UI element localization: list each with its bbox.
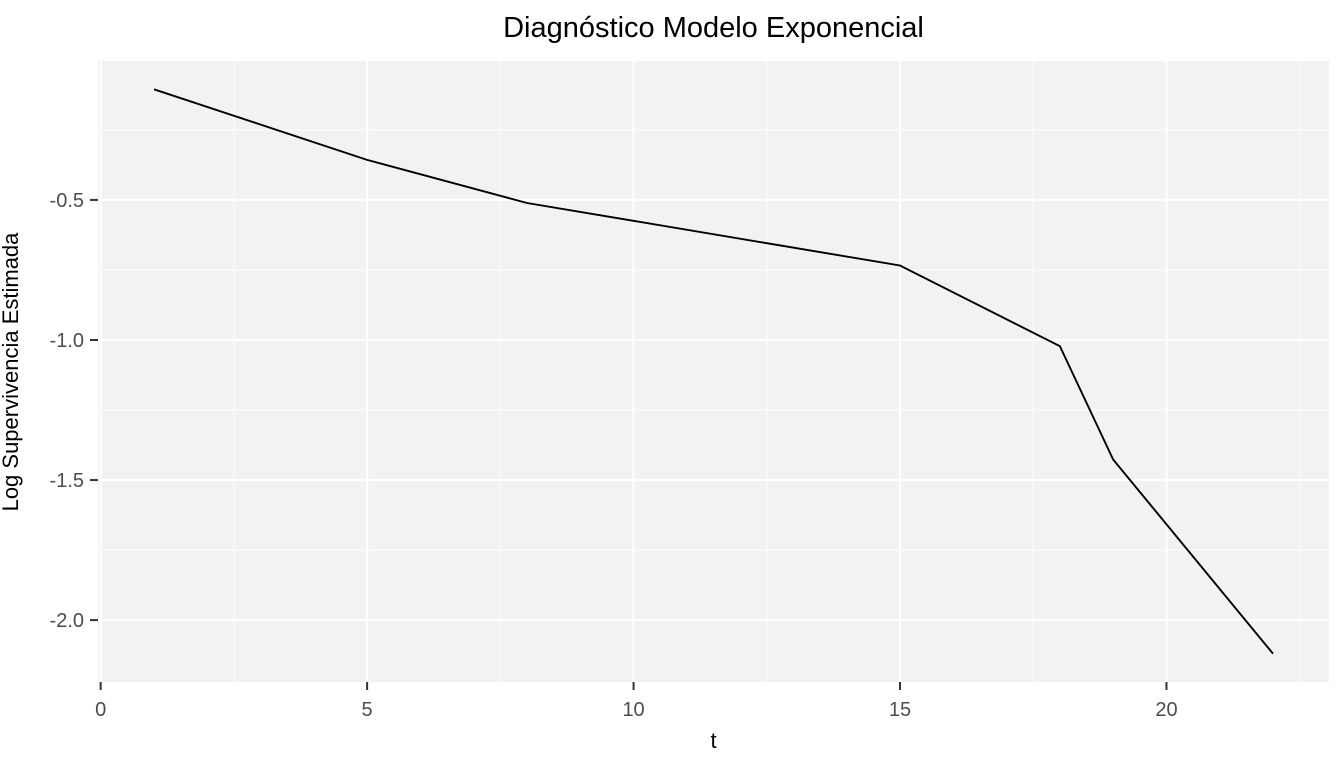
data-line-log-supervivencia-estimada [153, 88, 1274, 655]
y-tick-label: -2.0 [50, 610, 84, 632]
x-tick-label: 0 [95, 699, 106, 721]
y-tick-label: -1.0 [50, 330, 84, 352]
x-tick-label: 15 [889, 699, 911, 721]
y-axis-title: Log Supervivencia Estimada [0, 232, 23, 512]
x-tick-label: 10 [622, 699, 644, 721]
x-axis-title: t [710, 728, 717, 753]
panel-background [98, 61, 1329, 682]
x-tick-label: 5 [362, 699, 373, 721]
x-tick-label: 20 [1155, 699, 1177, 721]
y-tick-label: -0.5 [50, 190, 84, 212]
plot-title: Diagnóstico Modelo Exponencial [503, 12, 924, 44]
y-tick-label: -1.5 [50, 470, 84, 492]
